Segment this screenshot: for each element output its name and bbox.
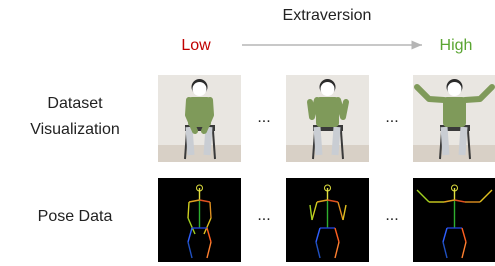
high-label: High [440,37,473,54]
bone [188,202,189,218]
ellipsis: ... [257,207,270,224]
bone [210,202,211,218]
row-label: Visualization [30,121,120,138]
row-label: Dataset [47,95,103,112]
low-label: Low [181,37,211,54]
page: Extraversion Low High Dataset Visualizat… [0,0,495,266]
face [193,82,207,96]
face [448,82,462,96]
floor [286,145,369,162]
floor [413,145,495,162]
row-label: Pose Data [38,208,113,225]
images [158,75,495,262]
axis-title: Extraversion [283,7,372,24]
figure: Extraversion Low High Dataset Visualizat… [0,0,495,266]
face [321,82,335,96]
ellipsis: ... [385,207,398,224]
ellipsis: ... [385,109,398,126]
ellipsis: ... [257,109,270,126]
floor [158,145,241,162]
